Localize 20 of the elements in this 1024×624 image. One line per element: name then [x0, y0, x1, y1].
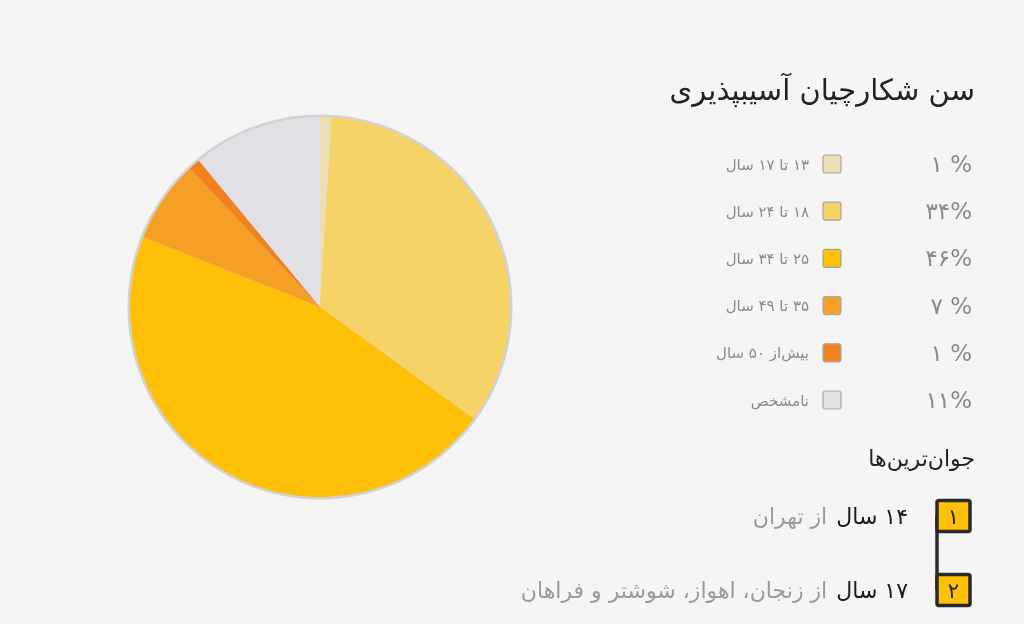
legend-label: ۲۵ تا ۳۴ سال	[725, 249, 809, 268]
annotation: از تهران	[752, 504, 828, 529]
data-label: ۷ %	[930, 292, 972, 319]
legend-label: ۱۳ تا ۱۷ سال	[725, 155, 809, 174]
data-label: ۱ %	[930, 151, 972, 177]
legend-label: بیش‌از ۵۰ سال	[716, 344, 809, 363]
data-label: ۴۶%	[925, 245, 972, 272]
annotation: ۲	[947, 579, 960, 603]
chart-title: سن شکارچیان آسیبپذیری	[669, 73, 975, 107]
data-label: ۱ %	[930, 339, 972, 366]
legend-label: نامشخص	[750, 391, 809, 410]
legend-label: ۱۸ تا ۲۴ سال	[725, 202, 809, 221]
data-label: ۳۴%	[925, 198, 972, 225]
annotation: ۱۴ سال	[836, 504, 908, 529]
annotation: ۱	[947, 505, 960, 529]
annotation: از زنجان، اهواز، شوشتر و فراهان	[520, 578, 828, 603]
annotation: ۱۷ سال	[836, 578, 908, 603]
legend-label: ۳۵ تا ۴۹ سال	[725, 297, 809, 316]
data-label: ۱۱%	[925, 387, 972, 413]
annotation: جوان‌ترین‌ها	[868, 446, 975, 471]
